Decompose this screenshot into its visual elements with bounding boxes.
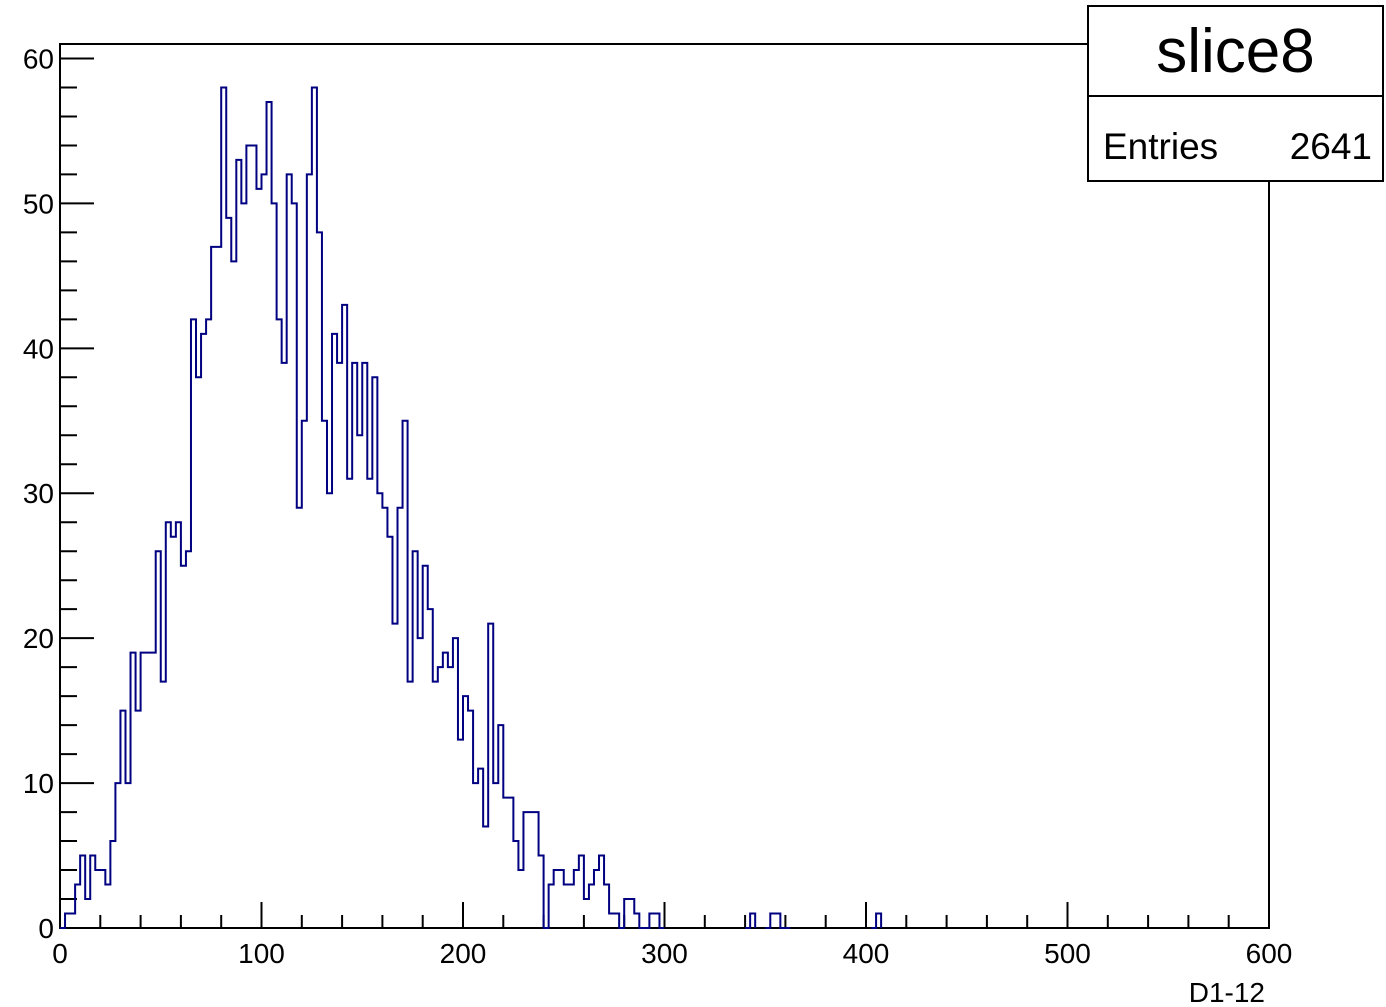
y-tick-label: 50 — [23, 188, 54, 219]
histogram-bin — [392, 624, 397, 928]
histogram-bin — [337, 363, 342, 928]
histogram-bin — [136, 711, 141, 928]
histogram-bin — [196, 377, 201, 928]
histogram-bin — [433, 682, 438, 928]
histogram-bin — [347, 479, 352, 928]
histogram-bin — [146, 653, 151, 928]
histogram-outline — [60, 86, 883, 929]
histogram-bin — [251, 145, 256, 928]
histogram-bin — [569, 885, 574, 928]
histogram-bin — [357, 435, 362, 928]
histogram-bin — [528, 812, 533, 928]
x-tick-label: 200 — [440, 938, 487, 969]
histogram-bin — [503, 798, 508, 928]
histogram-bin — [448, 667, 453, 928]
histogram-bin — [241, 203, 246, 928]
histogram-bin — [246, 145, 251, 928]
histogram-bin — [609, 914, 614, 928]
histogram-bin — [518, 870, 523, 928]
histogram-bin — [443, 653, 448, 928]
y-tick-label: 60 — [23, 43, 54, 74]
histogram-bin — [564, 885, 569, 928]
x-tick-label: 400 — [843, 938, 890, 969]
histogram-bin — [282, 363, 287, 928]
histogram-bin — [85, 899, 90, 928]
histogram-bin — [377, 493, 382, 928]
x-axis: 0 100 200 300 400 500 600 — [52, 902, 1292, 969]
histogram-bin — [277, 319, 282, 928]
x-tick-label: 100 — [238, 938, 285, 969]
x-tick-label: 500 — [1044, 938, 1091, 969]
histogram-bin — [186, 551, 191, 928]
histogram-bin — [216, 247, 221, 928]
entries-label: Entries — [1103, 126, 1219, 167]
x-tick-label: 0 — [52, 938, 68, 969]
histogram-title: slice8 — [1089, 7, 1382, 97]
x-axis-label: D1-12 — [1189, 977, 1265, 1007]
x-tick-label: 300 — [641, 938, 688, 969]
histogram-bin — [483, 827, 488, 928]
histogram-bin — [236, 160, 241, 928]
y-tick-label: 30 — [23, 478, 54, 509]
y-axis: 0 10 20 30 40 50 60 — [23, 43, 94, 944]
histogram-bin — [151, 653, 156, 928]
histogram-bin — [458, 740, 463, 928]
histogram-bin — [226, 218, 231, 928]
histogram-bin — [327, 493, 332, 928]
histogram-bin — [256, 189, 261, 928]
histogram-bin — [181, 566, 186, 928]
histogram-bin — [262, 174, 267, 928]
histogram-bin — [493, 783, 498, 928]
histogram-bin — [297, 508, 302, 928]
histogram-bin — [418, 638, 423, 928]
histogram-bin — [367, 479, 372, 928]
histogram-bin — [201, 334, 206, 928]
histogram-bin — [161, 682, 166, 928]
histogram-bin — [473, 783, 478, 928]
histogram-bin — [95, 870, 100, 928]
histogram-bin — [105, 885, 110, 928]
stats-entries-row: Entries 2641 — [1089, 97, 1382, 182]
histogram-bin — [267, 102, 272, 928]
y-tick-label: 40 — [23, 333, 54, 364]
histogram-bin — [171, 537, 176, 928]
histogram-bin — [408, 682, 413, 928]
histogram-bin — [70, 914, 75, 928]
histogram-bin — [382, 508, 387, 928]
y-tick-label: 10 — [23, 768, 54, 799]
entries-value: 2641 — [1289, 126, 1372, 167]
histogram-bins — [65, 87, 881, 928]
histogram-bin — [176, 522, 181, 928]
stats-box: slice8 Entries 2641 — [1087, 5, 1384, 182]
histogram-bin — [322, 421, 327, 928]
y-tick-label: 20 — [23, 623, 54, 654]
histogram-bin — [206, 319, 211, 928]
histogram-bin — [211, 247, 216, 928]
histogram-bin — [125, 783, 130, 928]
histogram-bin — [438, 667, 443, 928]
histogram-bin — [584, 899, 589, 928]
x-tick-label: 600 — [1246, 938, 1293, 969]
y-tick-label: 0 — [38, 913, 54, 944]
histogram-bin — [231, 261, 236, 928]
